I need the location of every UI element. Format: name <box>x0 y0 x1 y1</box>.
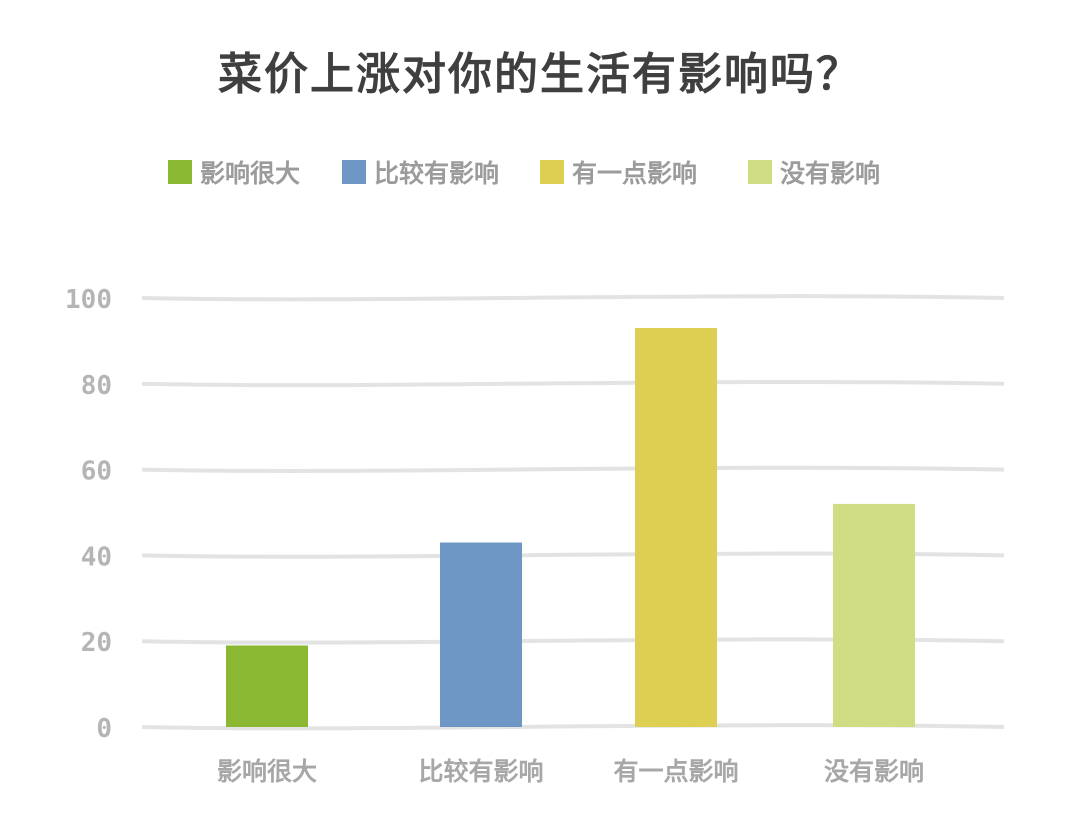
y-tick-label-4: 80 <box>81 371 112 401</box>
gridline-3 <box>141 465 1005 473</box>
y-tick-label-5: 100 <box>65 285 112 315</box>
chart-title: 菜价上涨对你的生活有影响吗？ <box>218 49 862 100</box>
legend-item-3: 没有影响 <box>748 152 880 192</box>
legend-label-3: 没有影响 <box>780 159 881 188</box>
bar-2 <box>635 328 717 727</box>
legend-label-1: 比较有影响 <box>374 159 500 188</box>
y-tick-label-0: 0 <box>96 714 112 744</box>
legend-swatch-2 <box>540 160 564 184</box>
bar-3 <box>833 503 915 727</box>
legend-swatch-1 <box>342 160 366 184</box>
legend-item-1: 比较有影响 <box>342 152 499 192</box>
gridline-4 <box>141 379 1005 388</box>
y-tick-label-3: 60 <box>81 457 112 487</box>
legend: 影响很大 比较有影响 有一点影响 没有影响 <box>0 152 1080 192</box>
legend-label-2: 有一点影响 <box>572 159 698 188</box>
bar-0 <box>226 645 308 727</box>
legend-swatch-3 <box>748 160 772 184</box>
bar-1 <box>440 542 522 727</box>
x-tick-label-3: 没有影响 <box>824 757 924 786</box>
legend-swatch-0 <box>168 160 192 184</box>
legend-item-2: 有一点影响 <box>540 152 697 192</box>
x-tick-label-0: 影响很大 <box>217 757 317 786</box>
x-tick-label-2: 有一点影响 <box>613 757 738 786</box>
legend-item-0: 影响很大 <box>168 152 300 192</box>
x-tick-label-1: 比较有影响 <box>418 757 543 786</box>
gridline-5 <box>141 294 1005 302</box>
y-tick-label-2: 40 <box>81 542 112 572</box>
legend-label-0: 影响很大 <box>200 159 301 188</box>
y-tick-label-1: 20 <box>81 628 112 658</box>
